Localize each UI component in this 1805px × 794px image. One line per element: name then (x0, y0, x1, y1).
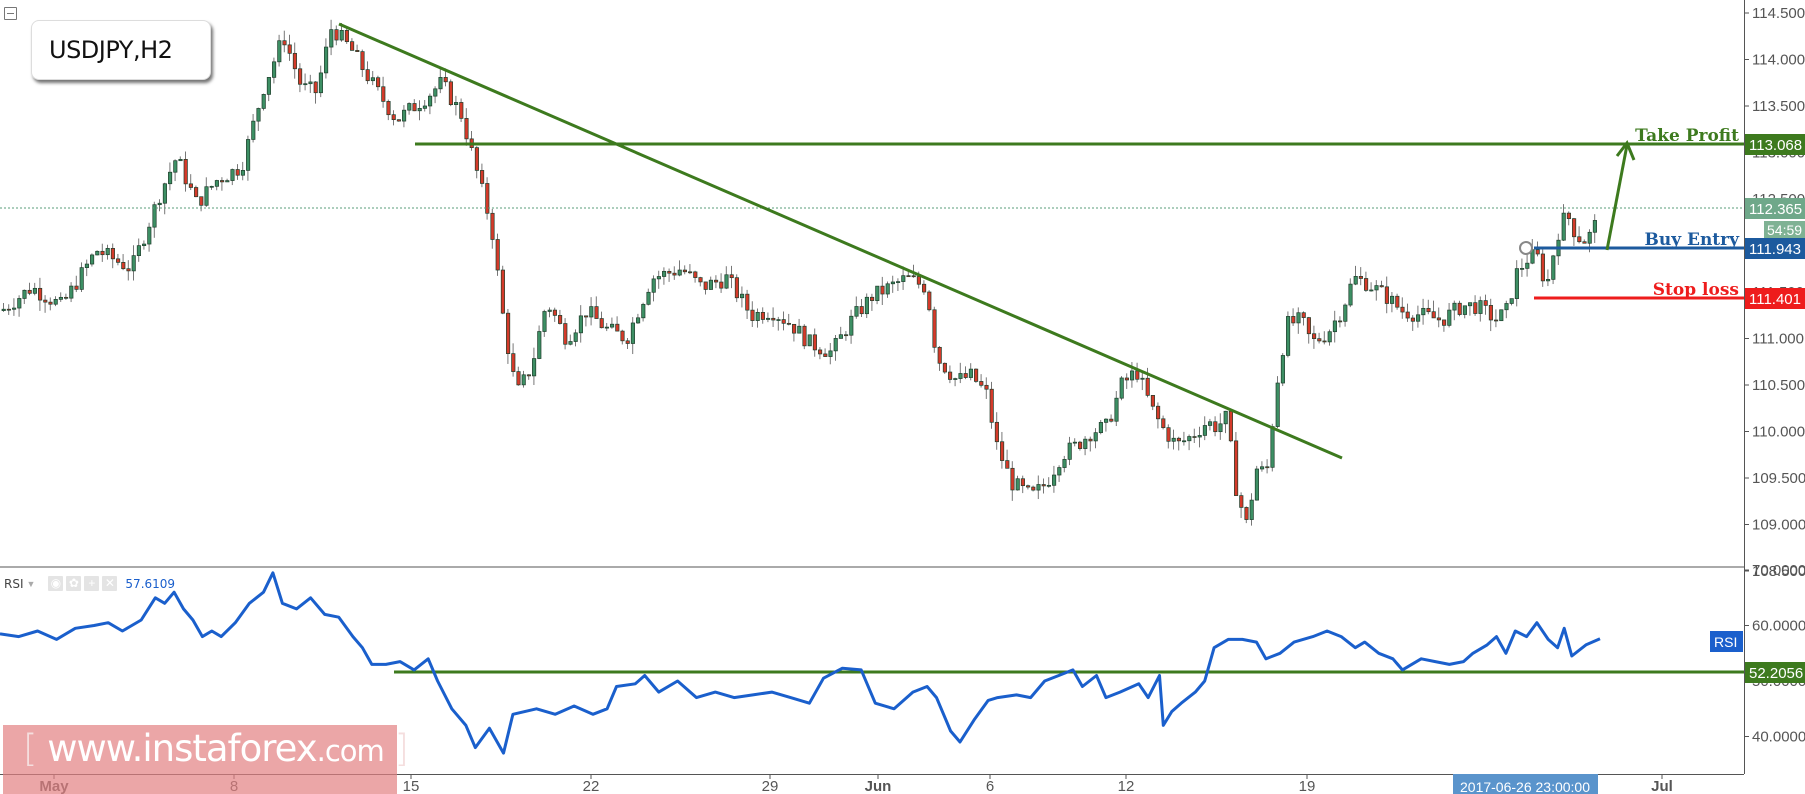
time-cursor-badge (1453, 774, 1598, 794)
symbol-label-box: USDJPY,H2 (31, 20, 211, 80)
svg-text:111.401: 111.401 (1749, 291, 1801, 308)
time-tick-label: Jul (1651, 778, 1673, 794)
price-tick-label: 110.000 (1752, 424, 1805, 441)
time-cursor-label: 2017-06-26 23:00:00 (1460, 779, 1590, 794)
descending-trendline[interactable] (338, 22, 1343, 460)
entry-point-marker (1519, 241, 1533, 255)
time-tick-label: 29 (762, 778, 779, 794)
rsi-badge: RSI (1710, 631, 1743, 652)
plus-icon[interactable]: + (84, 576, 100, 591)
price-tick-label: 111.000 (1752, 331, 1804, 348)
watermark-text: [ www.instaforex.com ] (23, 727, 409, 770)
rsi-line (0, 571, 1601, 755)
collapse-pane-icon[interactable] (4, 7, 17, 20)
price-tick-label: 109.000 (1752, 517, 1805, 534)
watermark-banner: [ www.instaforex.com ] (3, 725, 409, 794)
stop-loss-label: Stop loss (1653, 280, 1739, 300)
rsi-legend: RSI ▼ ◉ ✿ + ✕ 57.6109 (4, 576, 175, 591)
countdown-badge: 54:59 (1764, 221, 1805, 239)
current-price-badge: 112.365 (1745, 198, 1805, 219)
price-tick-label: 114.500 (1752, 5, 1805, 22)
time-tick-label: 6 (986, 778, 994, 794)
chevron-down-icon[interactable]: ▼ (26, 578, 36, 589)
rsi-indicator-name[interactable]: RSI (4, 576, 24, 591)
price-axis[interactable]: 114.500114.000113.500113.000112.500112.0… (1744, 0, 1805, 774)
candlestick-series (1, 19, 1597, 526)
rsi-value: 57.6109 (125, 576, 176, 591)
price-tick-label: 113.500 (1752, 98, 1805, 115)
price-tick-label: 109.500 (1752, 470, 1805, 487)
symbol-label: USDJPY,H2 (49, 36, 173, 64)
time-tick-label: 12 (1118, 778, 1135, 794)
eye-icon[interactable]: ◉ (48, 576, 64, 591)
buy-entry-price-badge: 111.943 (1745, 238, 1805, 259)
price-tick-label: 110.500 (1752, 377, 1805, 394)
stop-loss-price-badge: 111.401 (1745, 288, 1805, 309)
gear-icon[interactable]: ✿ (66, 576, 82, 591)
time-tick-label: Jun (865, 778, 892, 794)
time-tick-label: 22 (583, 778, 600, 794)
svg-text:113.068: 113.068 (1749, 137, 1802, 154)
svg-text:112.365: 112.365 (1749, 201, 1802, 218)
time-tick-label: 15 (403, 778, 420, 794)
price-tick-label: 114.000 (1752, 52, 1805, 69)
time-tick-label: 19 (1299, 778, 1316, 794)
price-tick-label: 108.500 (1752, 563, 1805, 580)
take-profit-label: Take Profit (1635, 126, 1739, 146)
rsi-level-badge: 52.2056 (1745, 662, 1805, 683)
target-arrow-icon (1605, 140, 1636, 251)
svg-text:54:59: 54:59 (1767, 222, 1802, 238)
rsi-tick-label: 60.0000 (1752, 618, 1805, 635)
take-profit-price-badge: 113.068 (1745, 134, 1805, 155)
svg-text:111.943: 111.943 (1749, 241, 1801, 258)
rsi-tick-label: 40.0000 (1752, 729, 1805, 746)
svg-text:RSI: RSI (1714, 634, 1737, 650)
rsi-tick-label: 70.0000 (1752, 562, 1805, 579)
buy-entry-label: Buy Entry (1644, 230, 1740, 250)
svg-text:52.2056: 52.2056 (1749, 665, 1803, 682)
close-icon[interactable]: ✕ (102, 576, 118, 591)
